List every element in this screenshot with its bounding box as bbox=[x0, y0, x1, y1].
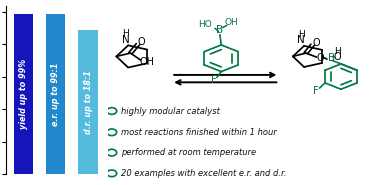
Text: O: O bbox=[138, 37, 145, 47]
Text: N: N bbox=[122, 35, 130, 45]
Text: B: B bbox=[216, 25, 223, 35]
Text: H: H bbox=[298, 30, 305, 39]
Text: performed at room temperature: performed at room temperature bbox=[121, 148, 256, 157]
Bar bbox=[14, 14, 33, 174]
Text: O: O bbox=[312, 38, 320, 48]
Text: F: F bbox=[211, 75, 217, 85]
Text: most reactions finished within 1 hour: most reactions finished within 1 hour bbox=[121, 128, 276, 137]
Text: H: H bbox=[335, 48, 341, 56]
Text: HO: HO bbox=[198, 20, 212, 29]
Text: 20 examples with excellent e.r. and d.r.: 20 examples with excellent e.r. and d.r. bbox=[121, 169, 286, 178]
Bar bbox=[46, 14, 65, 174]
Text: N: N bbox=[297, 35, 305, 45]
Text: H: H bbox=[122, 29, 129, 38]
Text: O: O bbox=[317, 53, 325, 63]
Text: F: F bbox=[313, 86, 318, 96]
Text: OH: OH bbox=[225, 18, 238, 27]
Text: B: B bbox=[328, 53, 335, 63]
Text: highly modular catalyst: highly modular catalyst bbox=[121, 107, 220, 115]
Bar bbox=[78, 30, 98, 174]
Text: d.r. up to 18:1: d.r. up to 18:1 bbox=[84, 70, 93, 134]
Text: OH: OH bbox=[139, 57, 154, 67]
Text: O: O bbox=[333, 52, 341, 62]
Text: e.r. up to 99:1: e.r. up to 99:1 bbox=[51, 62, 60, 125]
Text: yield up to 99%: yield up to 99% bbox=[19, 59, 28, 129]
